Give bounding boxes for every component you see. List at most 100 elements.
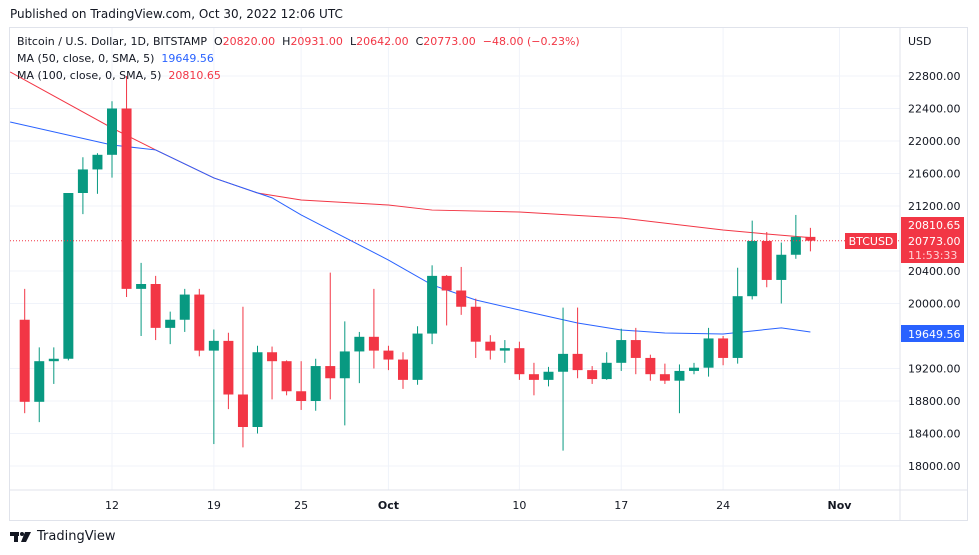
candle-body[interactable] — [587, 370, 598, 380]
legend-ma50-row[interactable]: MA (50, close, 0, SMA, 5) 19649.56 — [17, 52, 214, 65]
price-tick-label: 19200.00 — [908, 363, 961, 376]
low-value: 20642.00 — [356, 35, 409, 48]
price-tag-box — [901, 217, 964, 263]
price-tick-label: 20400.00 — [908, 265, 961, 278]
time-tick-label: Oct — [378, 499, 399, 512]
time-tick-label: 24 — [716, 499, 730, 512]
change-value: −48.00 (−0.23%) — [482, 35, 580, 48]
time-tick-label: 17 — [614, 499, 628, 512]
candle-body[interactable] — [790, 236, 801, 255]
candle-body[interactable] — [179, 294, 190, 320]
candle-body[interactable] — [718, 338, 729, 358]
candle-body[interactable] — [296, 391, 307, 401]
ma50-label: MA (50, close, 0, SMA, 5) — [17, 52, 155, 65]
candle-body[interactable] — [499, 348, 510, 351]
tradingview-logo-icon — [10, 531, 31, 542]
time-tick-label: Nov — [828, 499, 853, 512]
candle-body[interactable] — [19, 319, 30, 402]
published-note: Published on TradingView.com, Oct 30, 20… — [10, 7, 343, 21]
candle-body[interactable] — [412, 333, 423, 380]
candle-body[interactable] — [630, 340, 641, 358]
candle-body[interactable] — [63, 193, 74, 359]
symbol-tag: BTCUSD — [849, 235, 894, 248]
chart-frame[interactable] — [9, 27, 968, 521]
candle-body[interactable] — [208, 340, 219, 351]
close-value: 20773.00 — [423, 35, 476, 48]
price-tick-label: 18000.00 — [908, 460, 961, 473]
bar-countdown: 11:53:33 — [908, 249, 957, 262]
symbol-title[interactable]: Bitcoin / U.S. Dollar, 1D, BITSTAMP — [17, 35, 207, 48]
candle-body[interactable] — [572, 353, 583, 371]
candle-body[interactable] — [77, 169, 88, 193]
candle-body[interactable] — [339, 351, 350, 379]
candle-body[interactable] — [34, 361, 45, 402]
candle-body[interactable] — [470, 306, 481, 342]
candle-body[interactable] — [543, 371, 554, 380]
price-tick-label: 21200.00 — [908, 200, 961, 213]
legend-ma100-row[interactable]: MA (100, close, 0, SMA, 5) 20810.65 — [17, 69, 221, 82]
ma50-value: 19649.56 — [161, 52, 214, 65]
candle-body[interactable] — [485, 341, 496, 351]
candle-body[interactable] — [354, 336, 365, 352]
ma100-label: MA (100, close, 0, SMA, 5) — [17, 69, 162, 82]
candle-body[interactable] — [747, 240, 758, 297]
low-label: L — [349, 35, 357, 48]
candle-body[interactable] — [223, 340, 234, 395]
candle-body[interactable] — [325, 366, 336, 379]
candle-body[interactable] — [237, 394, 248, 428]
price-tick-label: 22800.00 — [908, 70, 961, 83]
candle-body[interactable] — [514, 348, 525, 375]
candle-body[interactable] — [121, 108, 132, 289]
last-price-tag: 20773.00 — [908, 235, 961, 248]
candle-body[interactable] — [703, 338, 714, 368]
currency-label: USD — [908, 35, 932, 48]
candle-body[interactable] — [456, 290, 467, 307]
candle-body[interactable] — [558, 353, 569, 372]
candle-body[interactable] — [441, 275, 452, 291]
candle-body[interactable] — [383, 350, 394, 360]
candle-body[interactable] — [427, 275, 438, 334]
ma100-price-tag: 20810.65 — [908, 219, 961, 232]
candle-body[interactable] — [645, 357, 656, 375]
candle-body[interactable] — [48, 358, 59, 362]
time-tick-label: 19 — [207, 499, 221, 512]
candle-body[interactable] — [689, 367, 699, 371]
price-tick-label: 20000.00 — [908, 298, 961, 311]
candle-body[interactable] — [616, 340, 627, 363]
candle-body[interactable] — [281, 361, 292, 392]
candle-body[interactable] — [398, 359, 408, 380]
candle-body[interactable] — [776, 254, 787, 280]
candle-body[interactable] — [252, 352, 263, 427]
candle-body[interactable] — [92, 154, 103, 170]
candle-body[interactable] — [601, 362, 612, 380]
legend-symbol-row: Bitcoin / U.S. Dollar, 1D, BITSTAMP O208… — [17, 35, 580, 48]
price-tick-label: 22400.00 — [908, 103, 961, 116]
candle-body[interactable] — [310, 366, 321, 401]
ma50-tag-box — [901, 325, 964, 342]
high-label: H — [282, 35, 291, 48]
high-value: 20931.00 — [290, 35, 343, 48]
candle-body[interactable] — [674, 370, 685, 381]
candle-body[interactable] — [194, 294, 205, 351]
time-tick-label: 12 — [105, 499, 119, 512]
price-tick-label: 22000.00 — [908, 135, 961, 148]
candle-body[interactable] — [659, 374, 670, 381]
candle-body[interactable] — [107, 108, 117, 155]
candle-body[interactable] — [761, 240, 772, 280]
brand-name: TradingView — [37, 529, 116, 544]
close-label: C — [415, 35, 424, 48]
symbol-tag-box — [845, 233, 897, 249]
candle-body[interactable] — [150, 284, 161, 328]
candle-body[interactable] — [136, 284, 147, 289]
ma50-price-tag: 19649.56 — [908, 328, 961, 341]
price-tick-label: 18800.00 — [908, 395, 961, 408]
candle-body[interactable] — [732, 296, 743, 358]
candle-body[interactable] — [267, 352, 278, 362]
candle-body[interactable] — [805, 236, 816, 241]
candle-body[interactable] — [528, 374, 539, 380]
candle-body[interactable] — [165, 319, 176, 328]
tradingview-logo[interactable]: TradingView — [10, 529, 116, 544]
ma100-value: 20810.65 — [168, 69, 221, 82]
candle-body[interactable] — [368, 336, 379, 351]
